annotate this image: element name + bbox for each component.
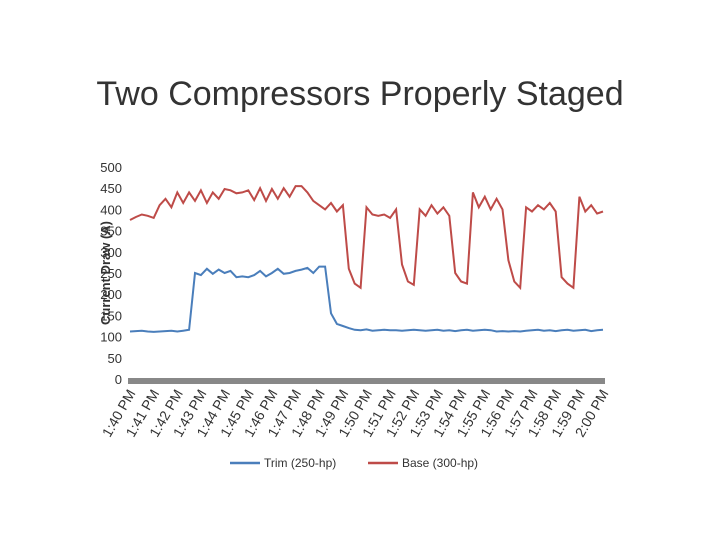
series-line — [129, 265, 604, 333]
y-tick-label: 450 — [100, 181, 122, 196]
y-tick-label: 200 — [100, 287, 122, 302]
y-tick-label: 50 — [108, 351, 122, 366]
y-tick-label: 250 — [100, 266, 122, 281]
y-tick-label: 300 — [100, 245, 122, 260]
y-tick-label: 0 — [115, 372, 122, 387]
y-axis-label: Current Draw (A) — [98, 221, 113, 325]
x-axis — [128, 378, 605, 384]
series-line — [129, 185, 604, 291]
y-tick-label: 350 — [100, 224, 122, 239]
y-tick-label: 500 — [100, 160, 122, 175]
legend-label: Base (300-hp) — [402, 456, 478, 470]
y-tick-label: 100 — [100, 330, 122, 345]
y-tick-label: 150 — [100, 308, 122, 323]
chart-title: Two Compressors Properly Staged — [96, 75, 623, 113]
legend-label: Trim (250-hp) — [264, 456, 336, 470]
y-tick-label: 400 — [100, 202, 122, 217]
